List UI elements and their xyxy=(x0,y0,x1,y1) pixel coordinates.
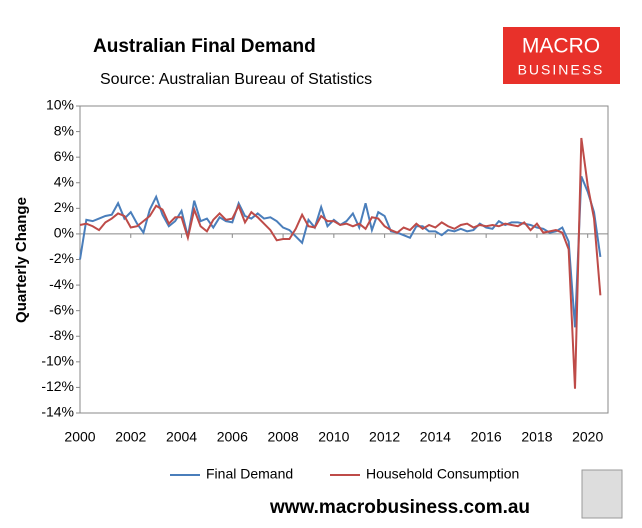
x-tick-label: 2000 xyxy=(64,429,95,445)
x-tick-label: 2010 xyxy=(318,429,349,445)
wolf-icon xyxy=(581,469,623,519)
logo-text: MACRO xyxy=(522,35,600,58)
y-axis-label: Quarterly Change xyxy=(13,197,30,323)
y-tick-label: -14% xyxy=(41,404,74,420)
logo-box xyxy=(503,27,620,84)
series-line xyxy=(79,137,602,389)
logo-text: BUSINESS xyxy=(518,62,605,78)
x-tick-label: 2002 xyxy=(115,429,146,445)
x-tick-label: 2012 xyxy=(369,429,400,445)
chart-subtitle: Source: Australian Bureau of Statistics xyxy=(100,71,372,88)
x-tick-label: 2008 xyxy=(267,429,298,445)
y-tick-label: 10% xyxy=(46,97,74,113)
plot-frame xyxy=(79,105,609,414)
x-tick-label: 2016 xyxy=(471,429,502,445)
series-line xyxy=(79,175,602,328)
y-tick-label: 4% xyxy=(54,173,74,189)
x-tick-label: 2004 xyxy=(166,429,197,445)
y-tick-label: -4% xyxy=(49,276,74,292)
x-tick-label: 2018 xyxy=(521,429,552,445)
x-tick-label: 2020 xyxy=(572,429,603,445)
y-tick-label: 2% xyxy=(54,199,74,215)
x-tick-label: 2014 xyxy=(420,429,451,445)
y-tick-label: -2% xyxy=(49,250,74,266)
y-tick-label: 8% xyxy=(54,122,74,138)
chart-title: Australian Final Demand xyxy=(93,36,316,57)
y-tick-label: 0% xyxy=(54,225,74,241)
y-tick-label: 6% xyxy=(54,148,74,164)
y-tick-label: -8% xyxy=(49,327,74,343)
y-tick-label: -6% xyxy=(49,301,74,317)
legend-label: Final Demand xyxy=(206,466,293,482)
y-tick-label: -12% xyxy=(41,378,74,394)
legend-label: Household Consumption xyxy=(366,466,519,482)
footer: www.macrobusiness.com.au xyxy=(269,497,530,518)
x-tick-label: 2006 xyxy=(217,429,248,445)
y-tick-label: -10% xyxy=(41,353,74,369)
